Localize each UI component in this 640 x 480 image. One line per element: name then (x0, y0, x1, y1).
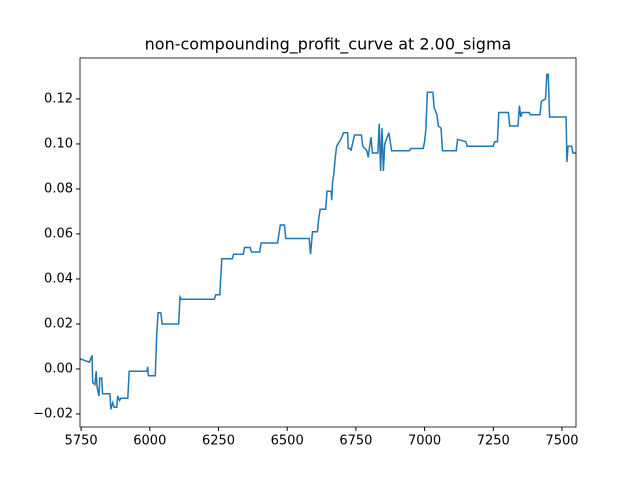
y-tick-label: 0.10 (44, 136, 73, 151)
x-tick-label: 7250 (477, 434, 510, 449)
y-tick-label: 0.06 (44, 226, 73, 241)
y-tick-label: 0.08 (44, 181, 73, 196)
x-tick-label: 6750 (339, 434, 372, 449)
x-tick-label: 7000 (408, 434, 441, 449)
line (79, 73, 576, 410)
y-tick-label: −0.02 (33, 406, 73, 421)
y-tick-label: 0.12 (44, 91, 73, 106)
y-tick-label: 0.04 (44, 271, 73, 286)
x-tick-label: 6000 (133, 434, 166, 449)
y-tick-label: 0.00 (44, 361, 73, 376)
x-tick-label: 6250 (202, 434, 235, 449)
x-tick-label: 6500 (271, 434, 304, 449)
axes-frame (79, 57, 577, 428)
x-tick-label: 5750 (65, 434, 98, 449)
x-tick-label: 7500 (545, 434, 578, 449)
chart-title: non-compounding_profit_curve at 2.00_sig… (145, 35, 512, 55)
y-tick-label: 0.02 (44, 316, 73, 331)
